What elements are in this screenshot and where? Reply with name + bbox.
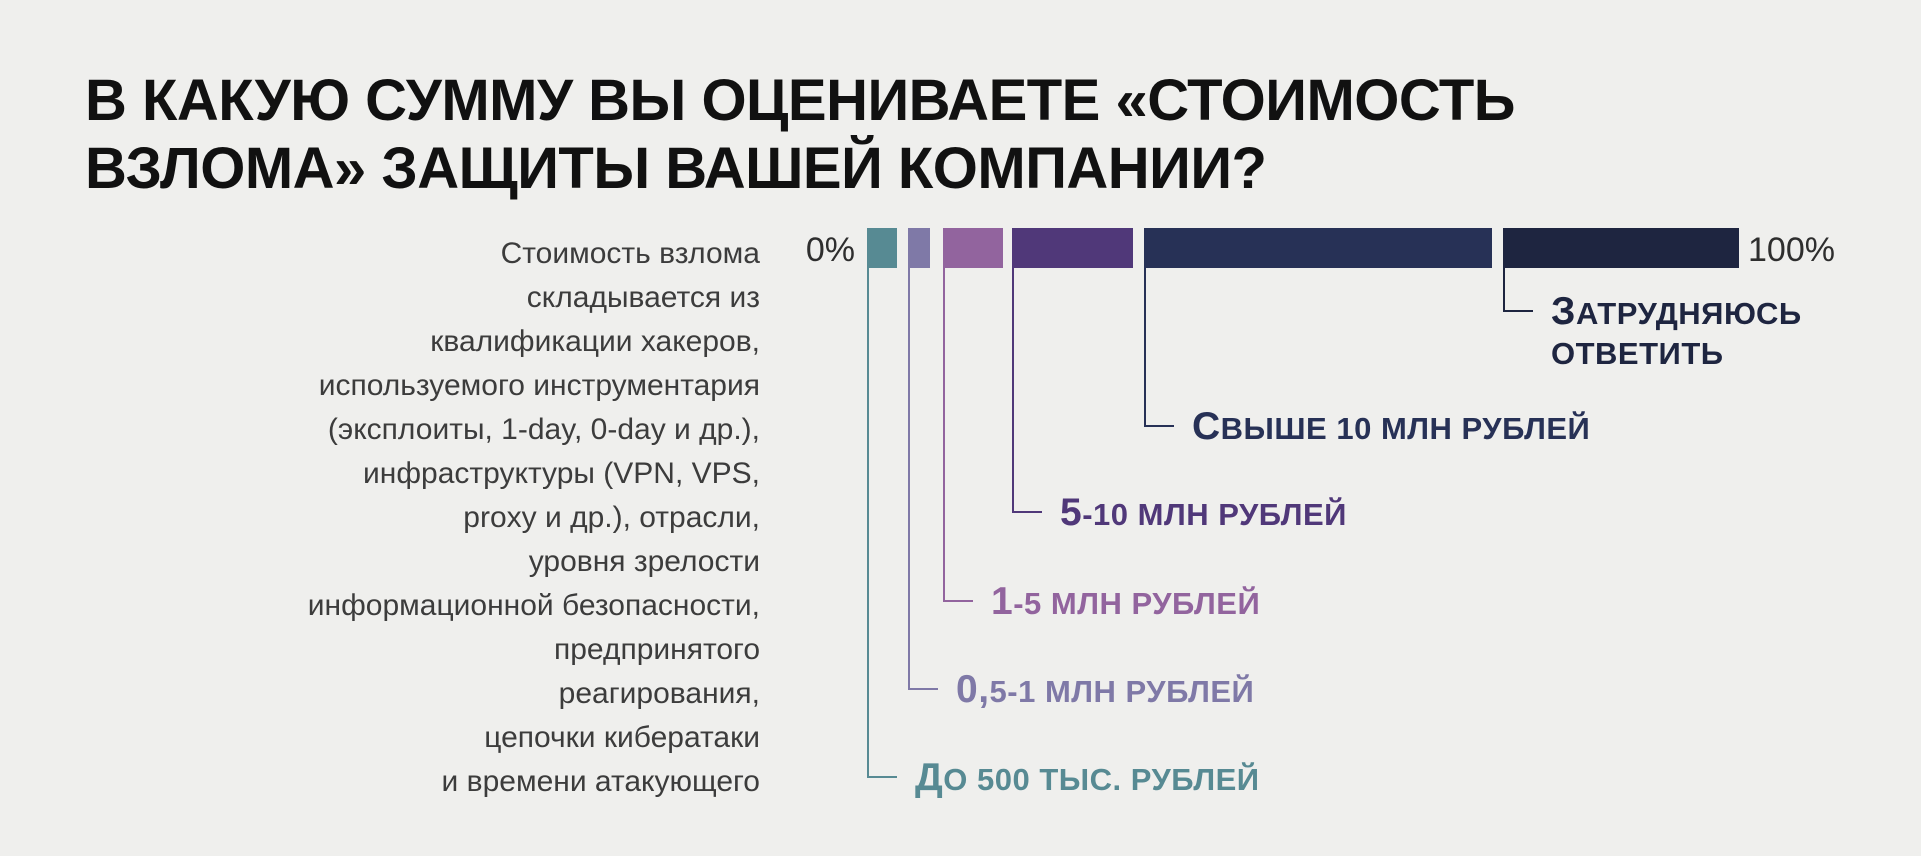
segment-label-3: 1-5 млн рублей (991, 580, 1261, 623)
leader-line-5 (1144, 268, 1174, 427)
bar-segment-1 (867, 228, 897, 268)
leader-line-6 (1503, 268, 1533, 312)
leader-line-2 (908, 268, 938, 690)
leader-line-3 (943, 268, 973, 602)
segment-label-6: Затрудняюсь ответить (1551, 290, 1802, 372)
intro-paragraph: Стоимость взлома складывается из квалифи… (307, 237, 760, 798)
segment-label-1: До 500 тыс. рублей (915, 756, 1260, 799)
bar-segment-5 (1144, 228, 1492, 268)
bar-segment-3 (943, 228, 1003, 268)
bar-segment-2 (908, 228, 930, 268)
leader-line-4 (1012, 268, 1042, 513)
page-title: В КАКУЮ СУММУ ВЫ ОЦЕНИВАЕТЕ «СТОИМОСТЬ В… (85, 67, 1515, 201)
bar-segment-4 (1012, 228, 1133, 268)
segment-label-5: Свыше 10 млн рублей (1192, 405, 1591, 448)
axis-tick-max: 100% (1748, 231, 1835, 269)
segment-label-2: 0,5-1 млн рублей (956, 668, 1255, 711)
axis-tick-min: 0% (805, 231, 855, 269)
segment-label-4: 5-10 млн рублей (1060, 491, 1347, 534)
leader-line-1 (867, 268, 897, 778)
bar-segment-6 (1503, 228, 1739, 268)
